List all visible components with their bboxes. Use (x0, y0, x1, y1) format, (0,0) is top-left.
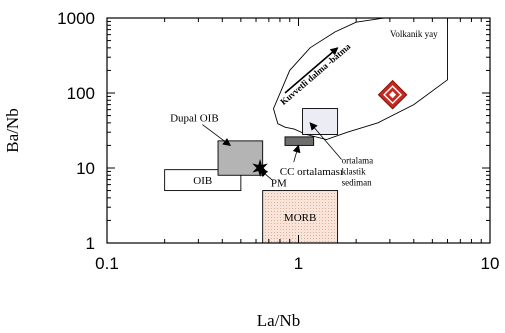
y-tick-label: 10 (76, 159, 95, 178)
cc-ortalamasi-pointer (292, 144, 301, 163)
sediman-label-line-3: sediman (342, 177, 372, 187)
y-tick-label: 1 (86, 234, 95, 253)
oib-label: OIB (193, 175, 212, 187)
sediman-label-line-2: klastik (342, 166, 366, 176)
sediman-label-line-1: ortalama (342, 155, 373, 165)
morb-field (262, 190, 339, 244)
pm-label: PM (271, 178, 287, 190)
ortalama-klastik-sediman-pointer (309, 122, 342, 160)
x-tick-label: 10 (481, 254, 500, 273)
x-tick-label: 1 (294, 254, 303, 273)
volkanik-yay-label: Volkanik yay (390, 29, 438, 39)
cc-ortalamas-field (284, 136, 315, 146)
x-tick-label: 0.1 (95, 254, 119, 273)
pm-star-marker (252, 159, 268, 177)
morb-label: MORB (284, 212, 316, 224)
cc-ortalamasi-label: CC ortalaması (280, 166, 343, 178)
dupal-oib-pointer (202, 124, 232, 147)
ortalama-klastik-sediman-field (302, 108, 339, 135)
subduction-trend-arrow (284, 47, 339, 94)
subduction-trend-label: Kuvvetli dalma -batma (278, 41, 352, 107)
y-tick-label: 100 (67, 84, 95, 103)
y-tick-label: 1000 (57, 9, 95, 28)
x-axis-title: La/Nb (257, 311, 300, 330)
dupal-oib-label: Dupal OIB (170, 113, 219, 125)
y-axis-title: Ba/Nb (3, 108, 22, 152)
volkanik-yay-sample-marker (377, 79, 408, 110)
pm-pointer (259, 169, 274, 181)
